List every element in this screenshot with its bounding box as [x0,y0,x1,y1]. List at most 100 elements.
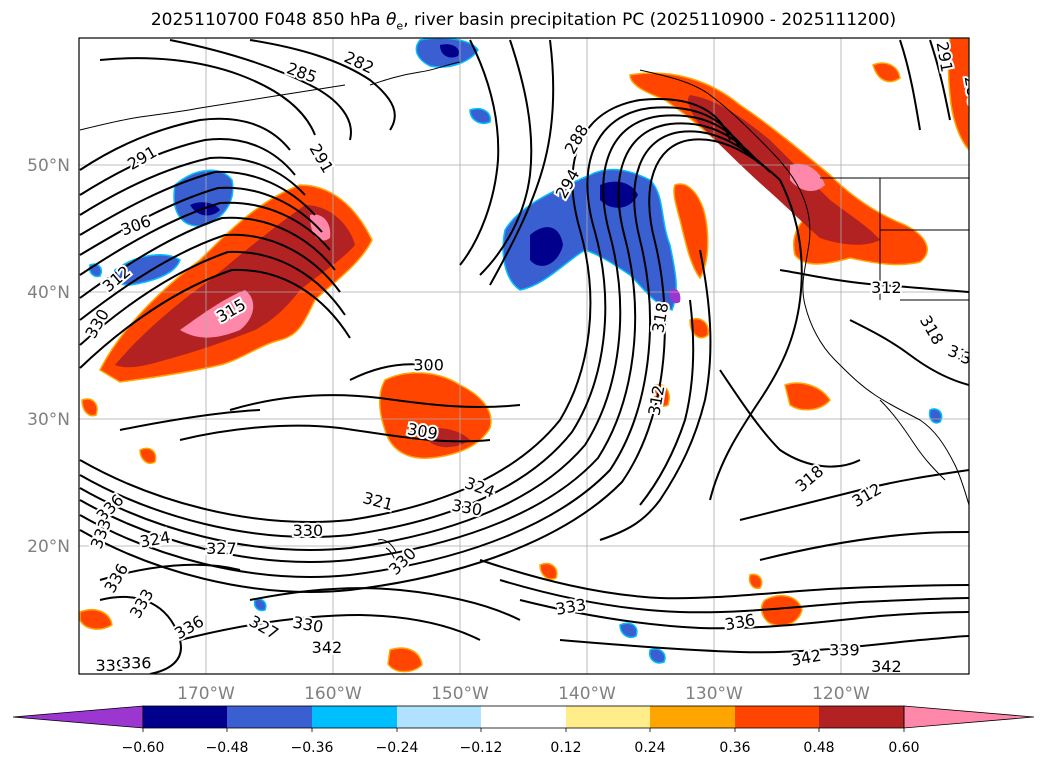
lon-label: 120°W [812,684,870,704]
precip-positive-east-mid [673,183,709,280]
contour-312 [79,233,341,321]
precip-positive-east-corner [947,38,969,152]
precip-positive-east-darkred [688,95,880,245]
colorbar-tick-label: 0.36 [719,740,750,756]
coast-hawaii [377,539,397,561]
lat-label: 20°N [27,537,70,557]
contour-label-halo: 339 [96,656,127,675]
state-borders [820,177,969,301]
longitude-labels: 170°W 160°W 150°W 140°W 130°W 120°W [177,684,870,704]
contour-label: 339 [829,641,860,660]
graticule [79,38,969,674]
contour-subtrop-1 [229,394,521,411]
colorbar-cell [650,706,735,728]
precip-positive-south-7 [81,398,98,417]
contour-east-10 [929,39,951,121]
precip-negative-small-6 [928,408,943,424]
colorbar-cell [397,706,481,728]
contour-south-3 [519,599,969,630]
contour-label-halo: 318 [648,301,672,334]
contour-label: 336 [121,653,152,672]
contour-label-halo: 300 [413,356,444,375]
contour-label: 327 [206,539,237,558]
theta-symbol: θ [386,10,397,30]
contour-east-8 [849,319,969,386]
colorbar: −0.60 −0.48 −0.36 −0.24 −0.12 0.12 0.24 … [12,705,1035,756]
contour-south-6 [179,613,481,641]
contour-label: 315 [958,347,993,375]
contour-288 [99,57,316,136]
lon-label: 150°W [431,684,489,704]
contour-318 [79,268,351,369]
precip-negative-small-3 [619,622,638,638]
lon-label: 170°W [177,684,235,704]
lon-label: 140°W [558,684,616,704]
contour-label: 339 [96,656,127,675]
contour-east-1 [709,179,803,501]
contour-label-halo: 327 [206,539,237,558]
contour-309 [79,216,336,299]
contour-jet-1 [79,98,731,523]
colorbar-tick-label: −0.36 [291,740,334,756]
contour-subtrop-3 [119,409,261,431]
colorbar-cell [735,706,819,728]
precip-negative-north-2 [440,44,459,58]
coast-aleutians [79,84,346,131]
contour-label-halo: 342 [871,657,902,676]
colorbar-cell [481,706,566,728]
colorbar-tick-label: −0.24 [376,740,419,756]
colorbar-tick-label: 0.12 [550,740,581,756]
contour-east-4 [719,369,861,468]
title-suffix: , river basin precipitation PC (20251109… [403,10,897,30]
lon-label: 160°W [304,684,362,704]
precip-positive-south-8 [79,608,113,630]
contour-291 [79,117,291,171]
contour-east-6 [759,531,969,561]
contour-315 [79,250,346,346]
colorbar-extend-max [903,705,1035,729]
precip-positive-south-10 [748,573,763,590]
contour-label-halo: 330 [293,521,324,540]
colorbar-frame [142,705,905,729]
contour-label: 342 [312,638,343,657]
contour-south-7 [99,595,182,674]
contour-label-halo: 312 [645,384,669,417]
contour-294 [79,138,296,196]
lat-label: 40°N [27,283,70,303]
colorbar-tick-label: −0.48 [206,740,249,756]
map-title: 2025110700 F048 850 hPa θe, river basin … [0,10,1047,32]
title-prefix: 2025110700 F048 850 hPa [150,10,386,30]
contour-south-5 [249,587,521,621]
contour-300 [79,170,316,236]
coastlines [79,61,969,561]
latitude-labels: 50°N 40°N 30°N 20°N [27,156,70,557]
contour-east-3 [639,299,695,506]
contour-jet-4 [79,122,761,563]
contour-jet-5 [79,130,771,578]
contour-label-halo: 336 [121,653,152,672]
colorbar-cell [143,706,227,728]
contour-ridge-3 [489,39,555,286]
lat-label: 30°N [27,410,70,430]
precip-positive-south-2 [387,647,423,673]
colorbar-tick-label: −0.60 [122,740,165,756]
precip-positive-south-6 [139,447,157,464]
colorbar-extend-min [12,705,144,729]
contour-306 [79,201,331,276]
contour-label: 288 [961,75,985,108]
contour-label: 312 [871,278,902,297]
lat-label: 50°N [27,156,70,176]
contour-jet-3 [79,114,751,551]
contour-282 [249,39,396,131]
contour-label: 300 [413,356,444,375]
contour-label: 342 [871,657,902,676]
coast-north-america [639,69,969,506]
precip-positive-east-small [872,62,901,83]
contour-label-halo: 342 [312,638,343,657]
contour-east-9 [899,39,921,131]
precip-positive-west-pink [180,290,254,338]
contour-south-4 [559,635,969,654]
contour-label-halo: 288 [961,75,985,108]
contour-label-halo: 312 [871,278,902,297]
colorbar-tick-label: 0.48 [803,740,834,756]
